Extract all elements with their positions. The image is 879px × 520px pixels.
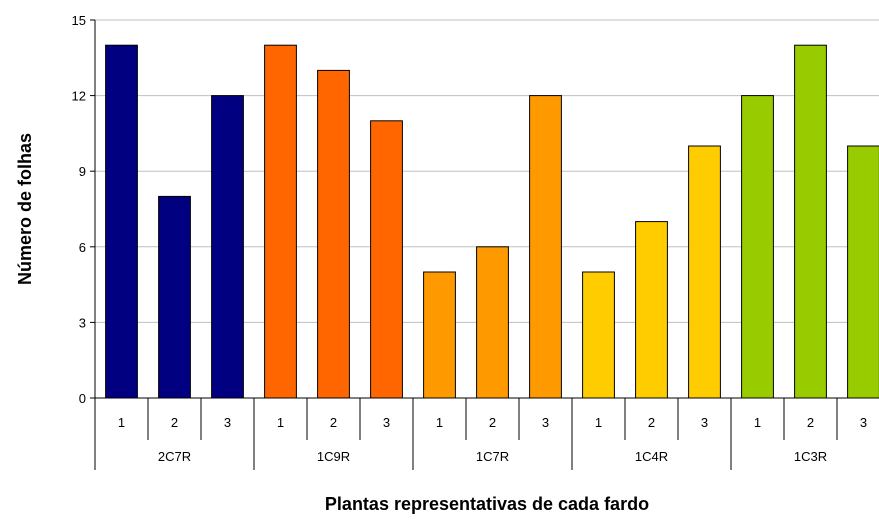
x-category-label: 2 [807,415,814,430]
bar [847,145,879,399]
bar [582,271,615,399]
x-category-label: 1 [277,415,284,430]
y-axis-title: Número de folhas [15,133,35,285]
bar [635,221,668,399]
y-tick-label: 15 [72,13,86,28]
x-category-label: 2 [330,415,337,430]
x-category-label: 1 [118,415,125,430]
y-tick-label: 12 [72,89,86,104]
x-category-label: 1 [436,415,443,430]
axes [90,19,879,470]
x-category-label: 3 [383,415,390,430]
bars [105,44,879,399]
x-category-label: 2 [171,415,178,430]
bar [370,120,403,399]
bar [529,95,562,399]
bar [264,44,297,399]
x-category-label: 1 [754,415,761,430]
group-label: 1C3R [794,449,827,464]
x-axis-title: Plantas representativas de cada fardo [325,494,649,514]
y-tick-label: 6 [79,240,86,255]
bar [794,44,827,399]
x-category-label: 3 [542,415,549,430]
bar [158,195,191,399]
x-category-label: 3 [860,415,867,430]
bar [741,95,774,399]
x-category-label: 3 [701,415,708,430]
bar [317,69,350,399]
x-category-label: 3 [224,415,231,430]
y-tick-label: 3 [79,315,86,330]
y-tick-label: 9 [79,164,86,179]
group-label: 2C7R [158,449,191,464]
bar [423,271,456,399]
y-tick-label: 0 [79,391,86,406]
x-category-label: 2 [648,415,655,430]
bar [105,44,138,399]
bar [688,145,721,399]
x-category-label: 1 [595,415,602,430]
group-label: 1C7R [476,449,509,464]
bar [211,95,244,399]
x-category-label: 2 [489,415,496,430]
group-label: 1C9R [317,449,350,464]
group-label: 1C4R [635,449,668,464]
bar [476,246,509,399]
